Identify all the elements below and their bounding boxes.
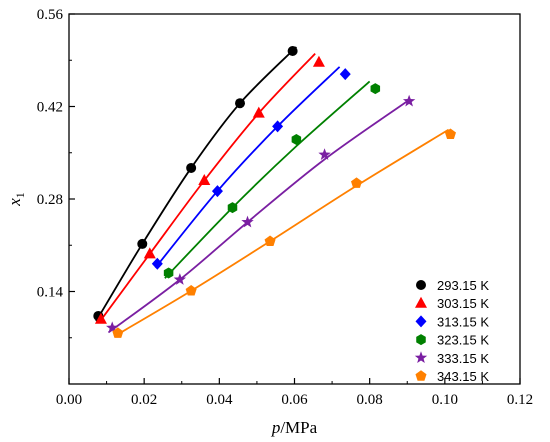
data-point [235,98,246,109]
fit-curves [95,46,450,338]
fit-curve-4 [107,100,408,334]
x-tick-label: 0.08 [357,392,383,408]
data-point [112,327,124,338]
data-point [241,215,254,228]
data-point [287,46,298,56]
legend-label: 343.15 K [437,369,489,384]
data-point [264,235,276,246]
data-point [198,174,211,185]
legend-marker [415,370,427,381]
data-point [94,312,107,324]
fit-curve-2 [154,66,341,269]
ticks: 0.00 0.02 0.04 0.06 0.08 0.10 0.12 0.14 0.28 0.42… [37,7,533,408]
legend-marker [416,280,426,290]
x-tick-label: 0.12 [507,392,533,408]
x-axis-title: p/MPa [271,418,318,437]
data-point [173,273,187,285]
data-point [151,257,163,270]
data-point [106,321,119,334]
y-tick-label: 0.56 [37,7,64,23]
legend-label: 323.15 K [437,333,489,348]
x-tick-label: 0.06 [281,392,308,408]
legend-marker [415,296,427,308]
data-point [351,177,363,188]
legend-marker [414,351,428,364]
data-point [272,120,284,133]
y-axis-title: x1 [5,192,27,207]
legend-marker [416,334,426,346]
legend-label: 333.15 K [437,351,489,366]
data-point [312,55,325,67]
data-point [402,94,416,107]
data-point [318,148,331,160]
x-tick-label: 0.10 [432,392,458,408]
data-point [444,128,456,139]
legend-label: 313.15 K [437,314,489,329]
legend-marker [415,315,427,328]
y-tick-label: 0.42 [37,100,63,116]
data-point [163,267,174,279]
data-point [186,162,197,173]
x-tick-label: 0.02 [131,392,157,408]
data-point [211,185,223,198]
legend-label: 293.15 K [437,278,489,293]
data-point [185,285,197,296]
fit-curve-1 [98,53,316,324]
data-point [291,134,302,146]
legend-label: 303.15 K [437,296,489,311]
data-point [137,238,148,249]
fit-curve-0 [95,46,298,322]
data-point [339,68,351,81]
x-tick-label: 0.04 [206,392,233,408]
y-tick-label: 0.14 [37,285,64,301]
data-markers [93,46,456,338]
data-point [252,106,265,118]
legend: 293.15 K 303.15 K 313.15 K 323.15 K 333.15 K… [414,278,489,384]
data-point [370,83,381,95]
x-tick-label: 0.00 [56,392,82,408]
y-tick-label: 0.28 [37,192,63,208]
data-point [227,202,238,214]
fit-curve-3 [164,80,371,279]
data-point [143,247,156,259]
